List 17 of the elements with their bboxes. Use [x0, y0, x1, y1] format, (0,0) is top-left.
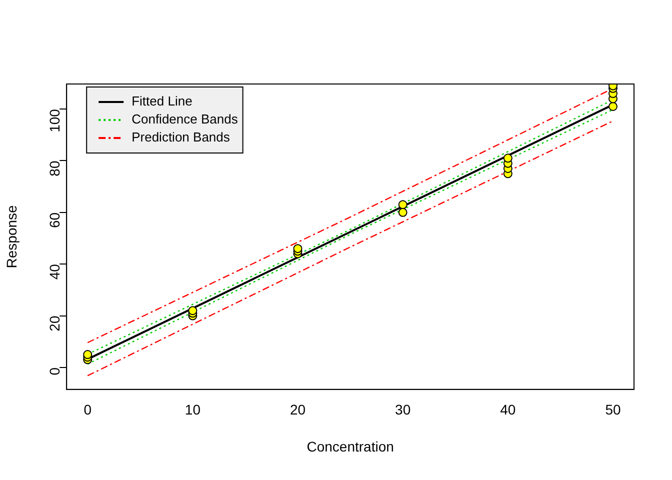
y-tick-label: 20: [46, 316, 62, 332]
legend-label: Prediction Bands: [132, 130, 230, 145]
x-tick-label: 30: [395, 402, 411, 418]
y-tick-label: 60: [46, 212, 62, 228]
x-tick-label: 10: [184, 402, 201, 418]
x-axis-title: Concentration: [306, 438, 394, 454]
legend-label: Fitted Line: [132, 94, 192, 109]
y-tick-label: 80: [46, 160, 62, 176]
legend-label: Confidence Bands: [132, 112, 238, 127]
x-tick-label: 50: [605, 402, 621, 418]
y-tick-label: 0: [46, 367, 62, 376]
x-tick-label: 20: [290, 402, 306, 418]
x-tick-label: 40: [500, 402, 516, 418]
y-tick-label: 100: [46, 108, 62, 132]
x-tick-label: 0: [84, 402, 92, 418]
y-tick-label: 40: [46, 264, 62, 280]
y-axis-title: Response: [3, 204, 20, 268]
